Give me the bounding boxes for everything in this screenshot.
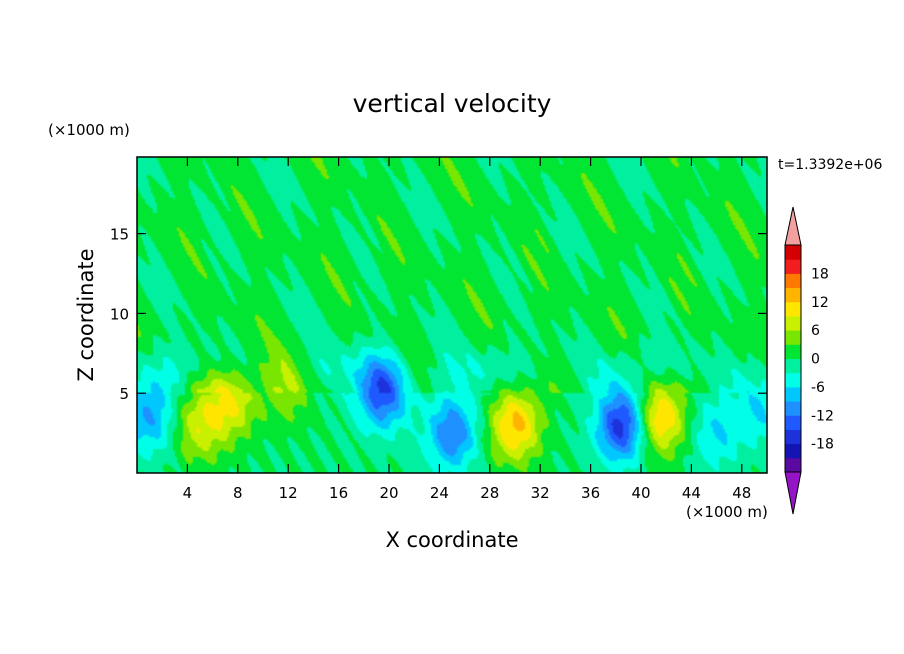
x-tick-label: 20 [379, 484, 398, 502]
colorbar-segment [785, 315, 801, 331]
x-ticks: 4 8 12 16 20 24 28 32 36 40 44 48 [183, 157, 751, 502]
x-tick-label: 36 [581, 484, 600, 502]
x-tick-label: 28 [480, 484, 499, 502]
colorbar-tick-label: -6 [811, 380, 825, 396]
y-ticks: 5 10 15 [110, 226, 767, 403]
colorbar-tick-label: 0 [811, 352, 820, 368]
x-tick-label: 12 [279, 484, 298, 502]
x-tick-label: 40 [631, 484, 650, 502]
colorbar-tick-label: 18 [811, 266, 829, 282]
colorbar-segment [785, 245, 801, 260]
x-tick-label: 8 [233, 484, 243, 502]
colorbar-segment [785, 273, 801, 289]
colorbar-segment [785, 372, 801, 388]
x-tick-label: 16 [329, 484, 348, 502]
chart-title: vertical velocity [353, 89, 552, 118]
colorbar-segment [785, 415, 801, 430]
colorbar-tick-label: -18 [811, 437, 834, 453]
colorbar-segment [785, 301, 801, 317]
y-tick-label: 5 [119, 385, 129, 403]
colorbar-tick-label: 6 [811, 323, 820, 339]
colorbar-segment [785, 429, 801, 445]
x-unit-label: (×1000 m) [686, 503, 768, 521]
x-tick-label: 32 [531, 484, 550, 502]
y-tick-label: 10 [110, 305, 129, 323]
colorbar-segment [785, 344, 801, 359]
colorbar-tick-label: -12 [811, 408, 834, 424]
x-axis-label: X coordinate [385, 528, 518, 552]
colorbar-segment [785, 386, 801, 402]
colorbar-frame [784, 244, 802, 473]
colorbar-segment [785, 358, 801, 374]
y-unit-label: (×1000 m) [48, 121, 130, 139]
colorbar-tick-label: 12 [811, 295, 829, 311]
colorbar-segment [785, 457, 801, 473]
colorbar-segment [785, 330, 801, 345]
y-tick-label: 15 [110, 226, 129, 244]
x-tick-label: 4 [183, 484, 193, 502]
colorbar-segment [785, 287, 801, 303]
velocity-contour-field [137, 157, 767, 473]
plot-frame [136, 156, 768, 474]
colorbar-under-arrow [784, 471, 802, 515]
x-tick-label: 48 [732, 484, 751, 502]
y-axis-label: Z coordinate [74, 248, 98, 381]
colorbar-segment [785, 259, 801, 274]
time-label: t=1.3392e+06 [778, 157, 882, 173]
colorbar-segment [785, 443, 801, 459]
colorbar: 18 12 6 0 -6 -12 -18 [784, 206, 834, 515]
x-tick-label: 24 [430, 484, 449, 502]
colorbar-segment [785, 401, 801, 416]
colorbar-over-arrow [784, 206, 802, 246]
x-tick-label: 44 [682, 484, 701, 502]
